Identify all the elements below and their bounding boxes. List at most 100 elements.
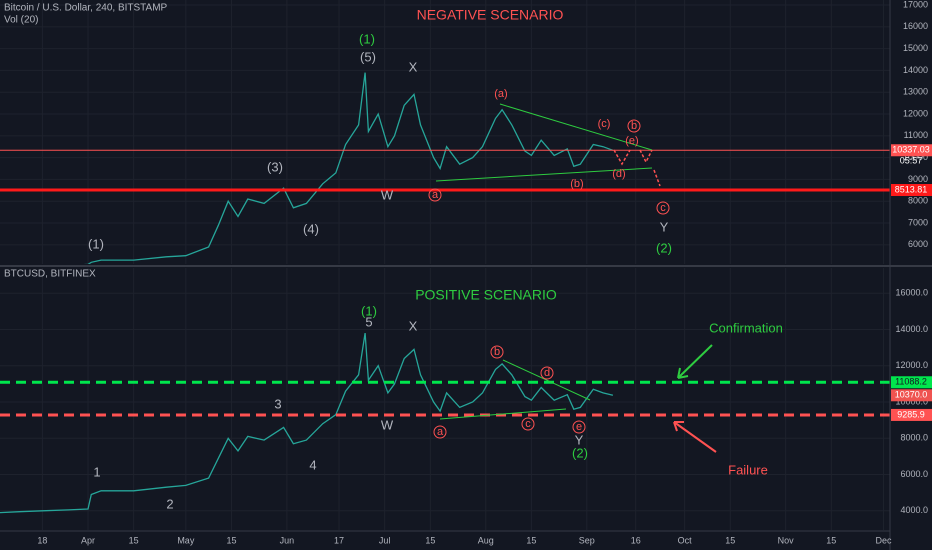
x-tick-label: Aug (478, 535, 494, 545)
failure-arrow (673, 421, 717, 453)
wave-label: d (544, 367, 550, 379)
wave-label: (e) (625, 135, 638, 147)
wave-label: c (660, 202, 666, 214)
price-line (0, 332, 614, 514)
wave-label: 1 (93, 464, 100, 479)
y-tick-label: 9000 (908, 174, 928, 184)
wave-circle (627, 119, 641, 133)
wave-label: e (576, 421, 582, 433)
wave-label: (c) (598, 118, 611, 130)
wave-label: b (631, 120, 637, 132)
price-tag-label: 11088.2 (895, 377, 927, 387)
x-tick-label: May (177, 535, 195, 545)
y-tick-label: 16000 (903, 21, 928, 31)
y-tick-label: 8000.0 (900, 433, 928, 443)
x-tick-label: Jul (379, 535, 391, 545)
wave-circle (490, 345, 504, 359)
wave-label: (5) (360, 49, 376, 64)
scenario-title: POSITIVE SCENARIO (415, 287, 557, 303)
price-tag (891, 376, 932, 389)
wave-label: 3 (274, 396, 281, 411)
wave-label: (b) (570, 178, 583, 190)
wave-label: (2) (572, 445, 588, 460)
x-tick-label: 15 (725, 535, 735, 545)
y-tick-label: 12000.0 (895, 360, 928, 370)
price-tag (891, 184, 932, 197)
symbol-title: Bitcoin / U.S. Dollar, 240, BITSTAMP (4, 3, 168, 14)
indicator-title: Vol (20) (4, 15, 38, 26)
wave-circle (433, 425, 447, 439)
x-tick-label: 15 (226, 535, 236, 545)
x-tick-label: Sep (579, 535, 595, 545)
price-tag-label: 8513.81 (895, 184, 928, 194)
wave-label: 4 (309, 457, 316, 472)
y-tick-label: 14000 (903, 65, 928, 75)
wave-label: (a) (494, 88, 507, 100)
price-tag-label: 9285.9 (897, 409, 925, 419)
y-tick-label: 11000 (904, 130, 928, 140)
failure-label: Failure (728, 462, 768, 477)
projection-arrow (613, 149, 661, 187)
x-tick-label: 17 (334, 535, 344, 545)
wave-circle (428, 188, 442, 202)
y-tick-label: 13000 (903, 87, 928, 97)
x-tick-label: 16 (631, 535, 641, 545)
x-tick-label: 15 (826, 535, 836, 545)
wave-label: (4) (303, 221, 319, 236)
price-line (83, 72, 614, 264)
trendline (439, 408, 567, 420)
confirmation-label: Confirmation (709, 320, 783, 335)
wave-label: (1) (359, 31, 375, 46)
y-tick-label: 15000 (903, 43, 928, 53)
wave-label: (1) (361, 303, 377, 318)
price-tag (891, 389, 932, 402)
symbol-title: BTCUSD, BITFINEX (4, 269, 96, 280)
wave-label: a (437, 426, 444, 438)
wave-label: a (432, 189, 439, 201)
wave-label: Y (575, 432, 584, 447)
wave-label: b (494, 346, 500, 358)
price-tag (891, 144, 932, 157)
wave-label: W (381, 417, 394, 432)
y-tick-label: 16000.0 (895, 288, 928, 298)
x-tick-label: 18 (37, 535, 47, 545)
trendline (435, 167, 653, 182)
x-tick-label: 15 (129, 535, 139, 545)
x-tick-label: Dec (875, 535, 892, 545)
y-tick-label: 10000.0 (895, 396, 928, 406)
price-tag-label: 10370.0 (895, 390, 928, 400)
y-tick-label: 7000 (908, 217, 928, 227)
confirmation-arrow (677, 344, 713, 379)
y-tick-label: 12000 (903, 108, 928, 118)
wave-label: (2) (656, 240, 672, 255)
x-tick-label: 15 (425, 535, 435, 545)
wave-label: 5 (365, 314, 372, 329)
wave-label: c (525, 418, 531, 430)
trendline (499, 103, 653, 151)
wave-label: X (409, 59, 418, 74)
wave-label: (3) (267, 159, 283, 174)
wave-circle (521, 417, 535, 431)
x-tick-label: Apr (81, 535, 95, 545)
x-tick-label: Jun (280, 535, 295, 545)
y-tick-label: 8000 (908, 196, 928, 206)
countdown: 05:57 (900, 155, 923, 165)
x-tick-label: Nov (778, 535, 795, 545)
y-tick-label: 6000.0 (900, 469, 928, 479)
y-tick-label: 10000 (903, 152, 928, 162)
scenario-title: NEGATIVE SCENARIO (417, 7, 564, 23)
y-tick-label: 6000 (908, 239, 928, 249)
trendline (502, 359, 591, 401)
wave-label: X (409, 318, 418, 333)
wave-circle (540, 366, 554, 380)
wave-label: (1) (88, 236, 104, 251)
price-tag (891, 408, 932, 421)
wave-label: 2 (166, 496, 173, 511)
y-tick-label: 4000.0 (900, 505, 928, 515)
x-tick-label: Oct (678, 535, 693, 545)
wave-label: (d) (612, 168, 625, 180)
wave-circle (572, 420, 586, 434)
price-tag-label: 10337.03 (892, 145, 930, 155)
